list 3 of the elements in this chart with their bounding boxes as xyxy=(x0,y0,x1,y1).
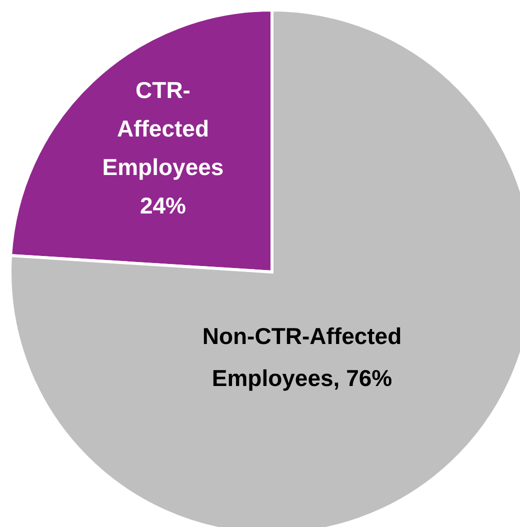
slice-label: CTR-Affected Employees xyxy=(102,77,224,180)
data-label: 24% xyxy=(140,192,186,219)
slice-label: Non-CTR-Affected Employees, 76% xyxy=(202,323,402,392)
